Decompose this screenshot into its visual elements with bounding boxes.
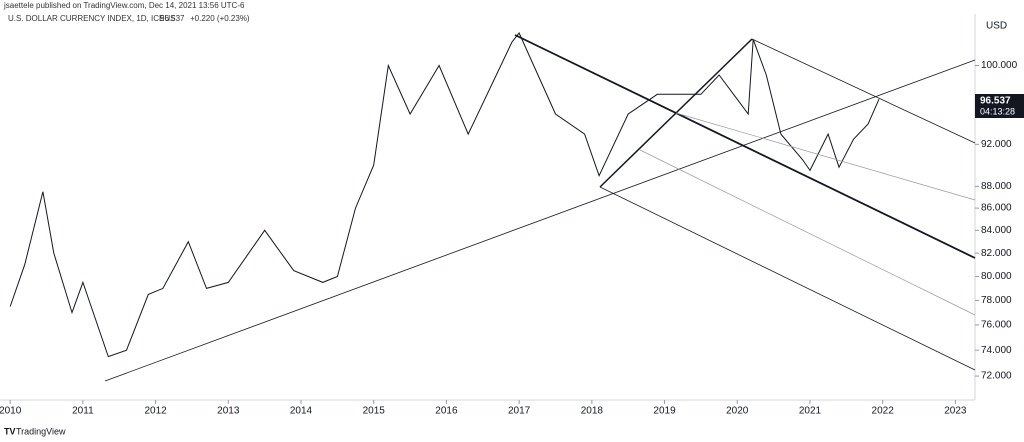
x-tick-label: 2010 (0, 406, 22, 417)
brand-logo: TV (4, 426, 16, 436)
price-line (9, 32, 880, 358)
currency: USD (986, 21, 1007, 32)
y-tick-label: 84.000 (981, 225, 1012, 236)
trendline (104, 59, 976, 382)
x-tick-label: 2011 (72, 406, 94, 417)
x-tick-label: 2012 (144, 406, 167, 417)
symbol: U.S. DOLLAR CURRENCY INDEX, 1D, ICEUS (8, 14, 175, 23)
published-line: jsaettele published on TradingView.com, … (3, 1, 245, 10)
x-tick-label: 2022 (872, 406, 895, 417)
y-tick-label: 82.000 (981, 248, 1012, 259)
y-tick-label: 72.000 (981, 371, 1012, 382)
y-tick-label: 80.000 (981, 271, 1012, 282)
change: +0.220 (+0.23%) (190, 14, 250, 23)
x-tick-label: 2015 (363, 406, 386, 417)
pitchfork-line (751, 38, 976, 144)
y-tick-label: 78.000 (981, 295, 1012, 306)
x-tick-label: 2019 (653, 406, 676, 417)
y-tick-label: 74.000 (981, 345, 1012, 356)
price-tag-price: 96.537 (980, 96, 1011, 107)
x-tick-label: 2020 (726, 406, 749, 417)
y-tick-label: 86.000 (981, 203, 1012, 214)
y-tick-label: 88.000 (981, 181, 1012, 192)
x-tick-label: 2021 (799, 406, 822, 417)
pitchfork-line (639, 149, 976, 316)
x-tick-label: 2013 (217, 406, 240, 417)
trendline (514, 34, 976, 259)
x-tick-label: 2014 (290, 406, 313, 417)
price-tag-countdown: 04:13:28 (980, 106, 1015, 116)
pitchfork-line (599, 186, 976, 371)
last-price: 96.537 (160, 14, 185, 23)
x-tick-label: 2016 (435, 406, 458, 417)
y-tick-label: 76.000 (981, 320, 1012, 331)
y-tick-label: 100.000 (981, 60, 1018, 71)
price-tag (975, 94, 1024, 118)
pitchfork-median (675, 112, 976, 201)
x-tick-label: 2018 (581, 406, 604, 417)
trendlines (104, 34, 976, 382)
y-tick-label: 92.000 (981, 139, 1012, 150)
x-tick-label: 2017 (508, 406, 531, 417)
x-tick-label: 2023 (944, 406, 967, 417)
brand: TradingView (16, 426, 66, 436)
